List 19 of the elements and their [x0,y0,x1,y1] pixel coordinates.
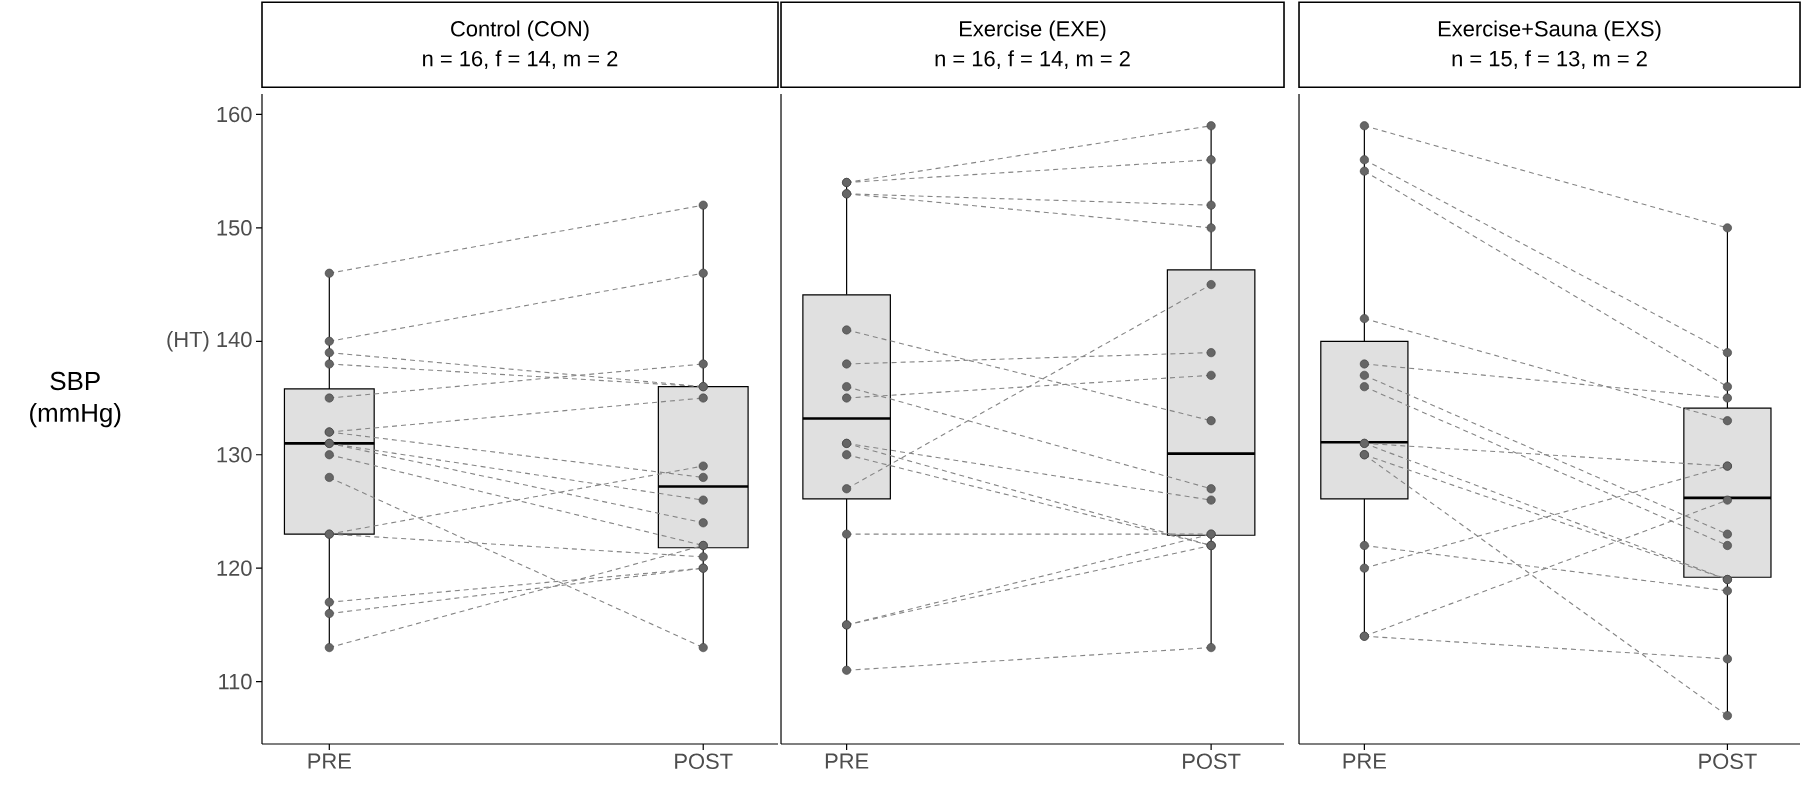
chart-title: Exercise (EXE) [960,20,1106,41]
x-tick-label: POST [1183,753,1241,770]
chart-subtitle: n = 15, f = 13, m = 2 [1452,50,1647,69]
x-tick-label: PRE [825,753,869,769]
y-tick-label: 160 [217,106,252,123]
x-tick-label: PRE [1343,753,1386,769]
chart-subtitle: n = 16, f = 14, m = 2 [935,50,1130,69]
x-tick-label: PRE [308,753,351,769]
x-tick-label: POST [1699,753,1757,770]
y-tick-label: 130 [217,446,252,463]
x-tick-label: POST [675,753,733,770]
y-axis-title: SBP (mmHg) [30,371,121,428]
chart-subtitle: n = 16, f = 14, m = 2 [423,50,618,69]
y-tick-label: 110 [219,673,252,690]
y-tick-label: 150 [217,220,252,236]
y-tick-label: 120 [217,560,252,576]
y-tick-label: (HT) 140 [167,331,252,352]
chart-title: Exercise+Sauna (EXS) [1438,20,1661,41]
chart-title: Control (CON) [451,20,589,41]
